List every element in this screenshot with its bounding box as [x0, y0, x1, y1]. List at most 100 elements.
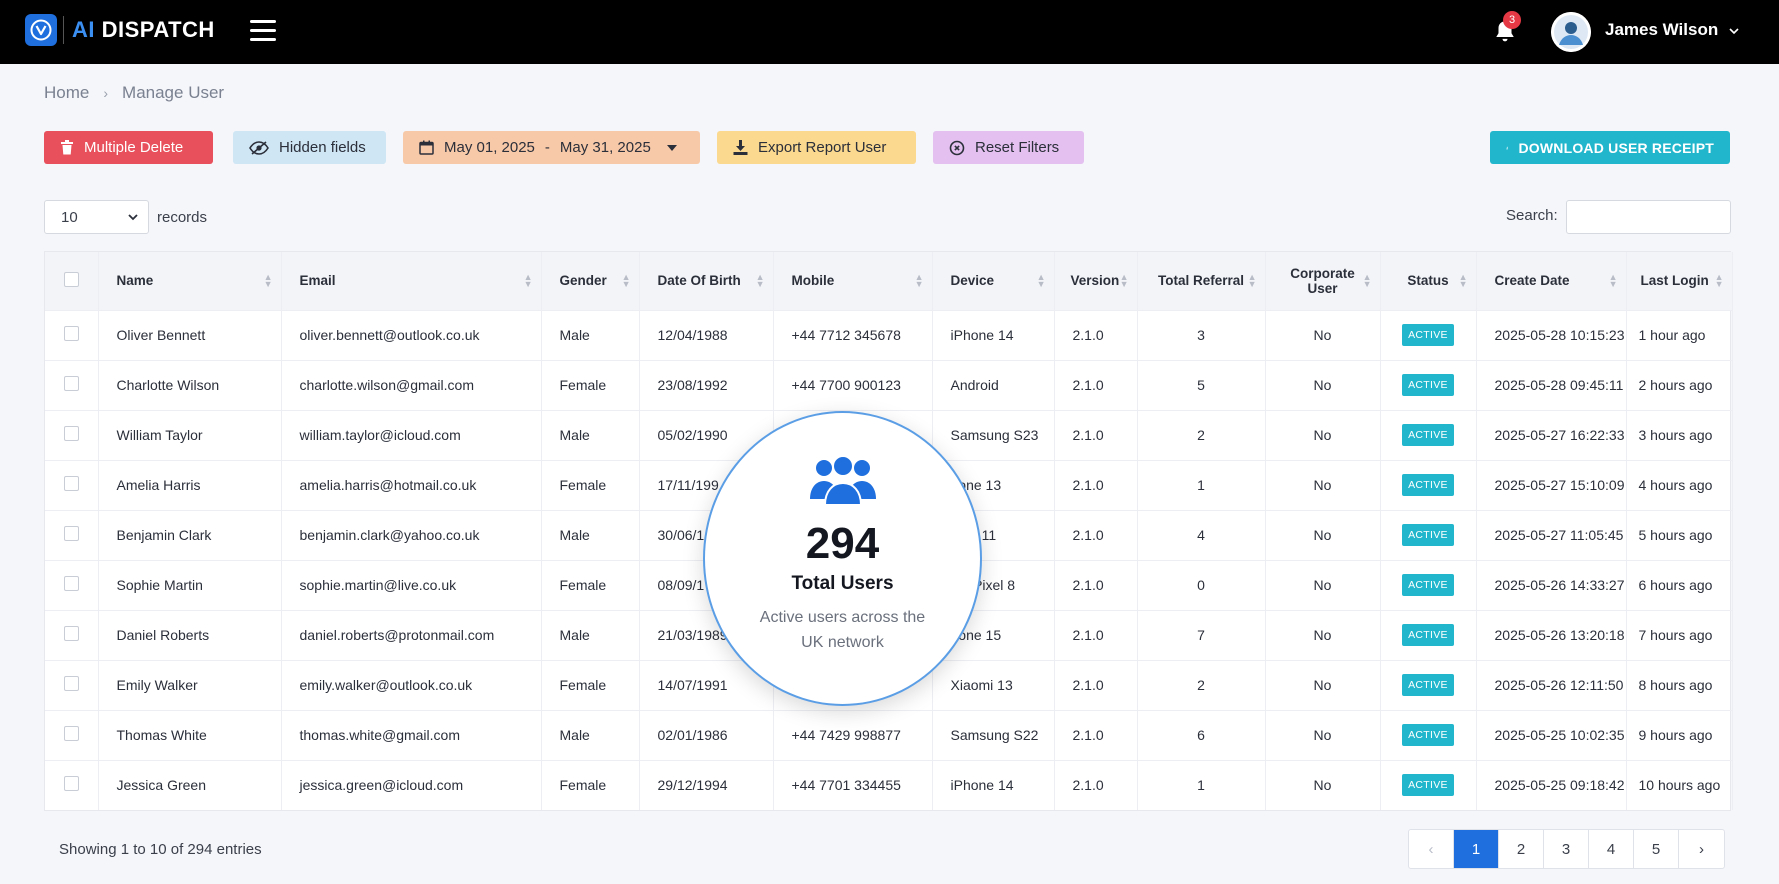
- reset-filters-button[interactable]: Reset Filters: [933, 131, 1084, 164]
- table-cell-total-referral: 6: [1137, 709, 1266, 760]
- export-report-button[interactable]: Export Report User: [717, 131, 916, 164]
- column-header[interactable]: Email ▲ ▼: [281, 252, 542, 310]
- table-row[interactable]: William Taylor william.taylor@icloud.com M…: [45, 409, 1733, 460]
- table-cell-corporate-user: No: [1265, 559, 1381, 610]
- row-checkbox[interactable]: [63, 676, 79, 691]
- table-cell-total-referral: 2: [1137, 409, 1266, 460]
- status-cell: ACTIVE: [1380, 509, 1477, 560]
- table-cell-create-date: 2025-05-25 10:02:35: [1476, 709, 1627, 760]
- table-row[interactable]: Jessica Green jessica.green@icloud.com Fem…: [45, 759, 1733, 810]
- table-cell-corporate-user: No: [1265, 659, 1381, 710]
- page-button-3[interactable]: 3: [1544, 830, 1589, 868]
- row-select-cell: [45, 659, 99, 710]
- column-header[interactable]: Create Date ▲ ▼: [1476, 252, 1627, 310]
- table-cell-last-login: 3 hours ago: [1626, 409, 1733, 460]
- chevron-down-icon[interactable]: [1727, 24, 1741, 38]
- select-all-cell: [45, 252, 99, 310]
- row-select-cell: [45, 359, 99, 410]
- column-header[interactable]: Total Referral ▲ ▼: [1137, 252, 1266, 310]
- hidden-fields-button[interactable]: Hidden fields: [233, 131, 386, 164]
- status-badge: ACTIVE: [1402, 774, 1454, 797]
- multiple-delete-button[interactable]: Multiple Delete: [44, 131, 213, 164]
- table-cell-version: 2.1.0: [1054, 459, 1138, 510]
- table-row[interactable]: Charlotte Wilson charlotte.wilson@gmail.c…: [45, 359, 1733, 410]
- table-row[interactable]: Amelia Harris amelia.harris@hotmail.co.uk…: [45, 459, 1733, 510]
- column-header[interactable]: Name ▲ ▼: [98, 252, 282, 310]
- breadcrumb-home[interactable]: Home: [44, 83, 90, 102]
- table-cell-gender: Female: [541, 759, 640, 810]
- avatar[interactable]: [1551, 12, 1591, 52]
- table-cell-create-date: 2025-05-26 14:33:27: [1476, 559, 1627, 610]
- table-cell-name: Charlotte Wilson: [98, 359, 282, 410]
- status-badge: ACTIVE: [1402, 674, 1454, 696]
- page-button-5[interactable]: 5: [1634, 830, 1679, 868]
- row-checkbox[interactable]: [63, 376, 79, 391]
- column-header[interactable]: Device ▲ ▼: [932, 252, 1055, 310]
- column-header[interactable]: Version ▲ ▼: [1054, 252, 1138, 310]
- calendar-icon: [419, 140, 434, 155]
- column-header[interactable]: Gender ▲ ▼: [541, 252, 640, 310]
- records-select[interactable]: 10: [44, 200, 149, 234]
- column-header[interactable]: Last Login ▲ ▼: [1626, 252, 1733, 310]
- table-cell-corporate-user: No: [1265, 759, 1381, 810]
- status-badge: ACTIVE: [1402, 424, 1454, 446]
- date-range-picker[interactable]: May 01, 2025 - May 31, 2025: [403, 131, 700, 164]
- row-checkbox[interactable]: [63, 526, 79, 541]
- next-page-button[interactable]: ›: [1699, 840, 1704, 858]
- date-separator: -: [544, 139, 550, 156]
- sort-icon: ▲ ▼: [1036, 272, 1046, 289]
- select-all-checkbox[interactable]: [63, 271, 79, 287]
- row-checkbox[interactable]: [63, 626, 79, 641]
- search-input[interactable]: [1566, 200, 1731, 234]
- column-header[interactable]: Corporate User ▲ ▼: [1265, 252, 1381, 310]
- row-select-cell: [45, 609, 99, 660]
- page-button-4[interactable]: 4: [1589, 830, 1634, 868]
- table-row[interactable]: Thomas White thomas.white@gmail.com Male 02…: [45, 709, 1733, 760]
- status-cell: ACTIVE: [1380, 359, 1477, 410]
- column-header[interactable]: Status ▲ ▼: [1380, 252, 1477, 310]
- table-cell-name: William Taylor: [98, 409, 282, 460]
- menu-toggle-icon[interactable]: [250, 20, 276, 42]
- records-label: records: [157, 208, 208, 226]
- breadcrumb: Home › Manage User: [44, 83, 224, 103]
- table-cell-email: daniel.roberts@protonmail.com: [281, 609, 542, 660]
- column-header[interactable]: Date Of Birth ▲ ▼: [639, 252, 774, 310]
- table-cell-create-date: 2025-05-28 10:15:23: [1476, 309, 1627, 360]
- table-cell-corporate-user: No: [1265, 609, 1381, 660]
- table-cell-corporate-user: No: [1265, 359, 1381, 410]
- reset-icon: [949, 140, 965, 155]
- row-checkbox[interactable]: [63, 476, 79, 491]
- page-button-2[interactable]: 2: [1499, 830, 1544, 868]
- row-checkbox[interactable]: [63, 326, 79, 341]
- table-cell-total-referral: 0: [1137, 559, 1266, 610]
- table-cell-gender: Male: [541, 409, 640, 460]
- table-cell-corporate-user: No: [1265, 509, 1381, 560]
- status-badge: ACTIVE: [1402, 374, 1454, 396]
- row-checkbox[interactable]: [63, 426, 79, 441]
- column-header[interactable]: Mobile ▲ ▼: [773, 252, 933, 310]
- status-cell: ACTIVE: [1380, 659, 1477, 710]
- table-cell-date-of-birth: 29/12/1994: [639, 759, 774, 810]
- status-badge: ACTIVE: [1402, 624, 1454, 646]
- table-cell-gender: Male: [541, 509, 640, 560]
- table-row[interactable]: Sophie Martin sophie.martin@live.co.uk Fem…: [45, 559, 1733, 610]
- table-cell-version: 2.1.0: [1054, 709, 1138, 760]
- table-cell-last-login: 9 hours ago: [1626, 709, 1733, 760]
- app-logo[interactable]: AI DISPATCH: [25, 14, 215, 46]
- download-user-receipt-button[interactable]: DOWNLOAD USER RECEIPT: [1490, 131, 1730, 164]
- table-row[interactable]: Emily Walker emily.walker@outlook.co.uk Fe…: [45, 659, 1733, 710]
- status-badge: ACTIVE: [1402, 724, 1454, 746]
- table-cell-email: oliver.bennett@outlook.co.uk: [281, 309, 542, 360]
- table-header-row: Name ▲ ▼ Email ▲ ▼ Gender ▲ ▼ Date Of Birth ▲ ▼ …: [45, 252, 1733, 310]
- table-row[interactable]: Oliver Bennett oliver.bennett@outlook.co.…: [45, 309, 1733, 360]
- table-cell-name: Oliver Bennett: [98, 309, 282, 360]
- table-cell-total-referral: 4: [1137, 509, 1266, 560]
- user-name[interactable]: James Wilson: [1605, 20, 1719, 39]
- prev-page-button[interactable]: ‹: [1409, 830, 1454, 868]
- row-checkbox[interactable]: [63, 776, 79, 792]
- row-checkbox[interactable]: [63, 576, 79, 591]
- total-users-title: Total Users: [791, 573, 894, 594]
- page-button-1[interactable]: 1: [1454, 830, 1499, 868]
- table-cell-name: Daniel Roberts: [98, 609, 282, 660]
- row-checkbox[interactable]: [63, 726, 79, 741]
